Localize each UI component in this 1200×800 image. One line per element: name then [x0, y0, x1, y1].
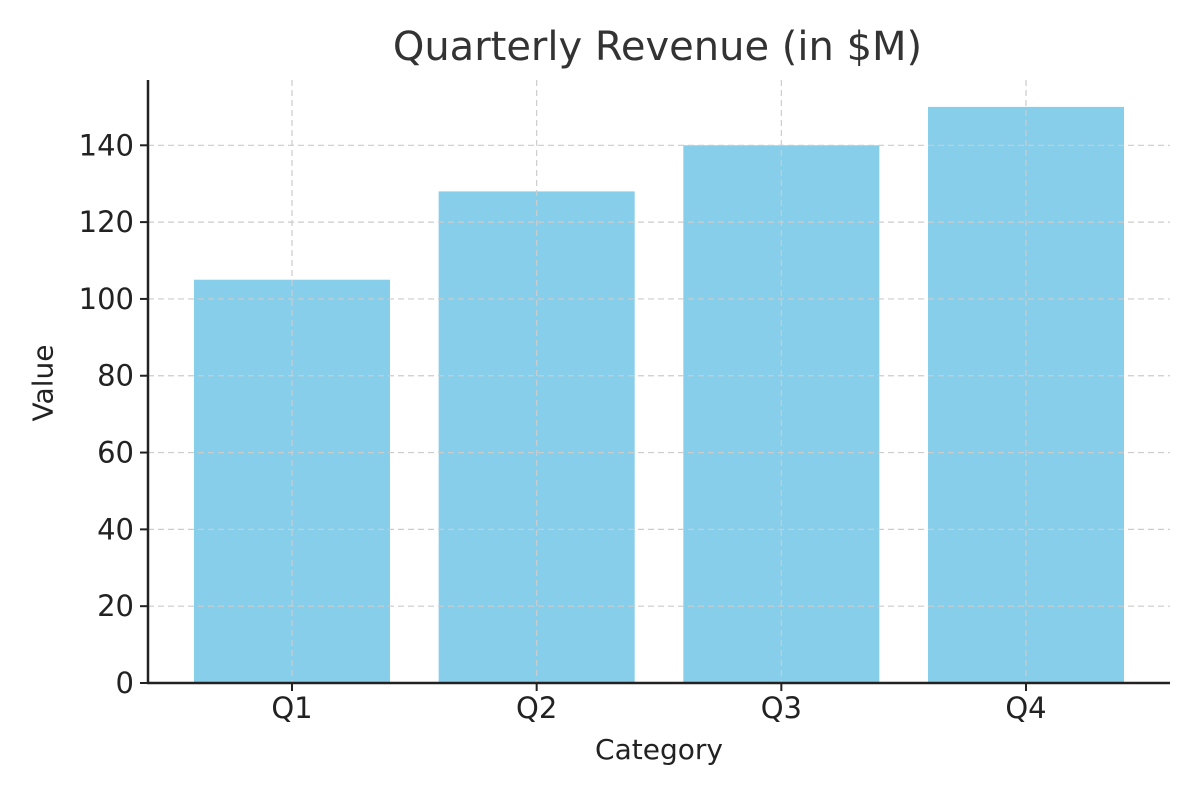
x-tick-label: Q2 — [516, 691, 557, 725]
y-tick-label: 100 — [79, 282, 134, 316]
y-tick-label: 120 — [79, 205, 134, 239]
y-tick-label: 40 — [97, 512, 134, 546]
chart-title: Quarterly Revenue (in $M) — [392, 24, 923, 70]
y-tick-label: 20 — [97, 589, 134, 623]
y-tick-label: 80 — [97, 359, 134, 393]
y-tick-label: 0 — [116, 666, 134, 700]
y-tick-label: 60 — [97, 436, 134, 470]
y-tick-label: 140 — [79, 128, 134, 162]
x-tick-label: Q4 — [1005, 691, 1046, 725]
x-axis-label: Category — [595, 733, 723, 766]
x-tick-label: Q1 — [271, 691, 312, 725]
x-tick-label: Q3 — [761, 691, 802, 725]
